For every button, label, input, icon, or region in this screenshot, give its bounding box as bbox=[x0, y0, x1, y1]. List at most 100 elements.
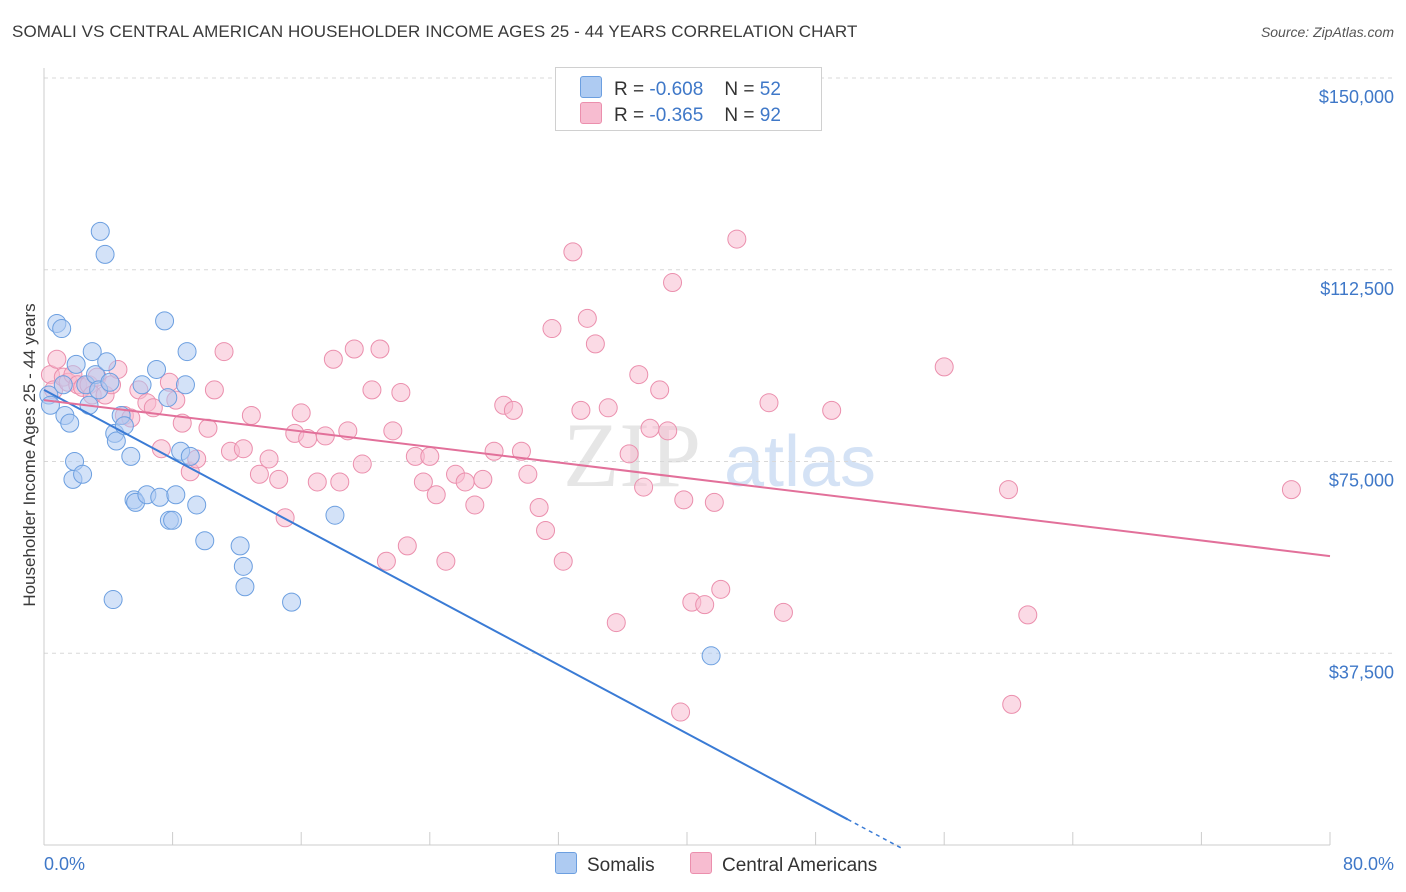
central-american-point bbox=[571, 400, 591, 420]
somali-point bbox=[147, 359, 167, 379]
somali-points bbox=[39, 221, 721, 666]
somali-point bbox=[95, 244, 115, 264]
series-label-central: Central Americans bbox=[722, 855, 878, 876]
central-american-point bbox=[436, 551, 456, 571]
central-american-point bbox=[1018, 605, 1038, 625]
legend-n-value-somali: 52 bbox=[759, 79, 781, 100]
legend-r-value-central: -0.365 bbox=[649, 105, 704, 126]
somali-point bbox=[282, 592, 302, 612]
central-american-point bbox=[370, 339, 390, 359]
legend-row-central: R = -0.365 N = 92 bbox=[580, 102, 781, 126]
central-american-point bbox=[542, 319, 562, 339]
central-american-point bbox=[233, 439, 253, 459]
central-american-point bbox=[413, 472, 433, 492]
central-american-point bbox=[338, 421, 358, 441]
legend-n-value-central: 92 bbox=[759, 105, 781, 126]
somali-point bbox=[235, 577, 255, 597]
central-american-point bbox=[536, 521, 556, 541]
y-tick-label: $150,000 bbox=[1319, 87, 1394, 107]
correlation-legend: R = -0.608 N = 52 R = -0.365 N = 92 bbox=[555, 67, 822, 131]
central-american-point bbox=[269, 469, 289, 489]
central-american-point bbox=[426, 485, 446, 505]
x-tick-label-min: 0.0% bbox=[44, 854, 85, 874]
central-american-point bbox=[323, 349, 343, 369]
legend-r-label: R = bbox=[614, 79, 645, 100]
somali-point bbox=[155, 311, 175, 331]
central-american-point bbox=[307, 472, 327, 492]
central-american-point bbox=[362, 380, 382, 400]
central-american-point bbox=[563, 242, 583, 262]
central-american-point bbox=[484, 441, 504, 461]
central-american-point bbox=[663, 273, 683, 293]
series-label-somali: Somalis bbox=[587, 855, 655, 876]
central-american-point bbox=[249, 464, 269, 484]
central-american-point bbox=[172, 413, 192, 433]
central-american-point bbox=[822, 400, 842, 420]
somali-point bbox=[106, 431, 126, 451]
central-american-point bbox=[518, 464, 538, 484]
central-american-point bbox=[640, 418, 660, 438]
central-american-point bbox=[352, 454, 372, 474]
somali-point bbox=[230, 536, 250, 556]
central-american-point bbox=[330, 472, 350, 492]
central-american-point bbox=[511, 441, 531, 461]
central-american-point bbox=[629, 365, 649, 385]
central-american-point bbox=[650, 380, 670, 400]
central-american-point bbox=[606, 613, 626, 633]
central-american-point bbox=[241, 405, 261, 425]
central-american-point bbox=[376, 551, 396, 571]
central-american-point bbox=[420, 446, 440, 466]
somali-point bbox=[701, 646, 721, 666]
central-american-point bbox=[1281, 480, 1301, 500]
somali-point bbox=[73, 464, 93, 484]
central-american-point bbox=[344, 339, 364, 359]
legend-r-value-somali: -0.608 bbox=[649, 79, 704, 100]
central-american-point bbox=[214, 342, 234, 362]
somali-point bbox=[66, 354, 86, 374]
central-american-point bbox=[671, 702, 691, 722]
somali-point bbox=[158, 388, 178, 408]
central-american-point bbox=[397, 536, 417, 556]
legend-n-label: N = bbox=[724, 105, 755, 126]
central-american-point bbox=[759, 393, 779, 413]
somali-point bbox=[195, 531, 215, 551]
somali-point bbox=[97, 352, 117, 372]
somali-point bbox=[82, 342, 102, 362]
central-american-point bbox=[473, 469, 493, 489]
x-tick-label-max: 80.0% bbox=[1343, 854, 1394, 874]
somali-point bbox=[163, 510, 183, 530]
somali-point bbox=[233, 556, 253, 576]
central-american-point bbox=[577, 308, 597, 328]
central-american-point bbox=[383, 421, 403, 441]
central-american-point bbox=[695, 595, 715, 615]
central-american-point bbox=[773, 602, 793, 622]
central-american-point bbox=[553, 551, 573, 571]
central-american-point bbox=[465, 495, 485, 515]
legend-swatch-somali bbox=[580, 76, 602, 98]
central-american-point bbox=[204, 380, 224, 400]
central-american-point bbox=[1002, 694, 1022, 714]
y-tick-labels: $37,500 $75,000 $112,500 $150,000 bbox=[1319, 87, 1394, 682]
y-tick-label: $75,000 bbox=[1329, 471, 1394, 491]
legend-row-somali: R = -0.608 N = 52 bbox=[580, 76, 781, 100]
somali-point bbox=[52, 319, 72, 339]
y-tick-label: $37,500 bbox=[1329, 662, 1394, 682]
series-legend-somali[interactable]: Somalis bbox=[555, 852, 655, 877]
y-tick-label: $112,500 bbox=[1320, 279, 1394, 299]
series-legend-central[interactable]: Central Americans bbox=[690, 852, 877, 877]
central-american-point bbox=[704, 492, 724, 512]
watermark: ZIP atlas bbox=[563, 404, 876, 506]
central-american-point bbox=[999, 480, 1018, 500]
central-american-points bbox=[40, 229, 1301, 722]
somali-point bbox=[150, 487, 170, 507]
somali-point bbox=[187, 495, 207, 515]
somali-point bbox=[180, 446, 200, 466]
central-american-point bbox=[291, 403, 311, 423]
series-swatch-central bbox=[690, 852, 712, 874]
central-american-point bbox=[259, 449, 279, 469]
somali-point bbox=[60, 413, 80, 433]
series-legend: Somalis Central Americans bbox=[0, 852, 1406, 876]
somali-point bbox=[100, 372, 120, 392]
central-american-point bbox=[529, 498, 549, 518]
